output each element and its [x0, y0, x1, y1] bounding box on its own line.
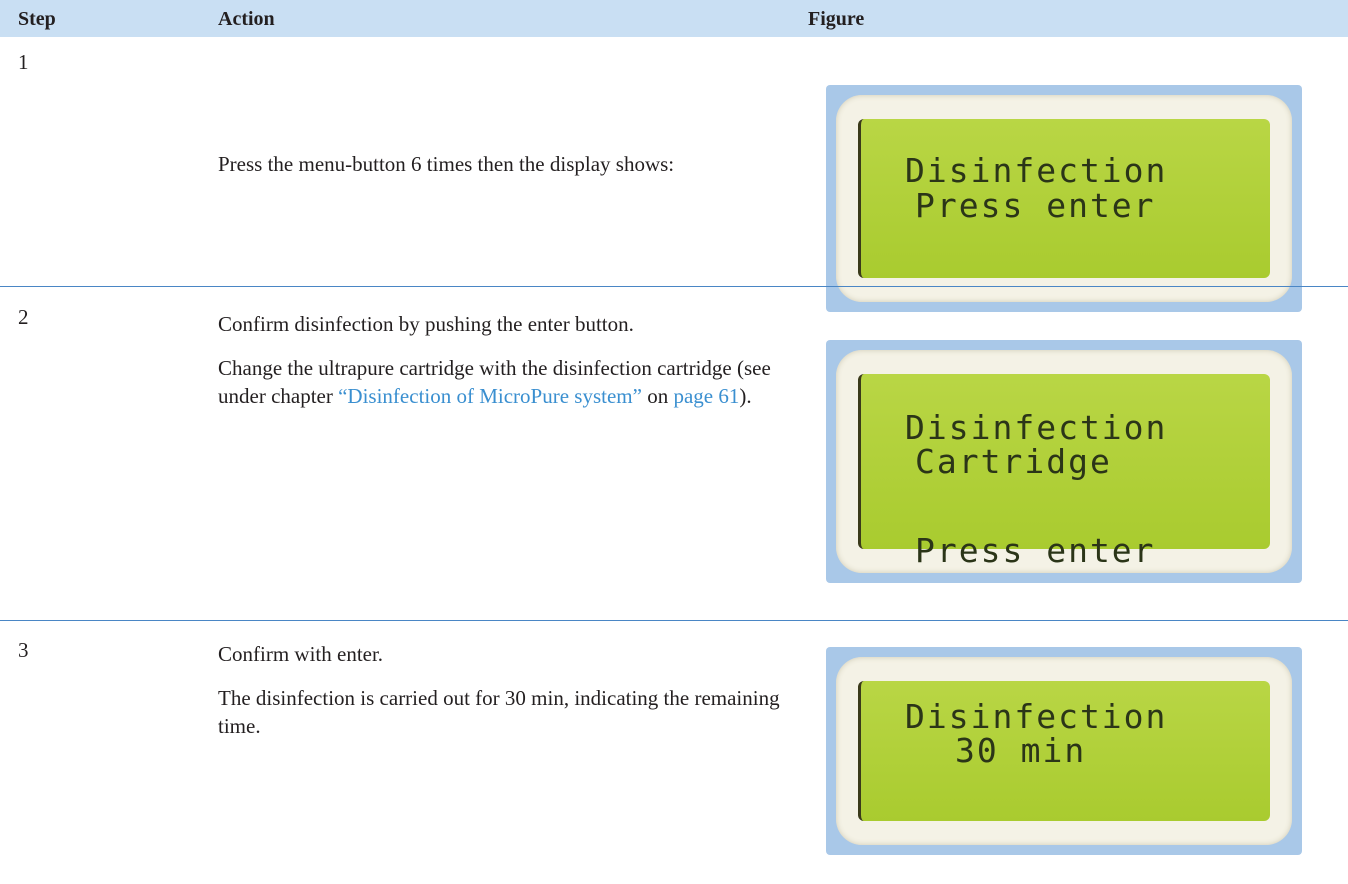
lcd-text: 30 min: [955, 731, 1087, 770]
action-paragraph: Confirm disinfection by pushing the ente…: [218, 310, 798, 338]
display-frame: Disinfection Cartridge Press enter: [836, 350, 1292, 573]
table-header: Step Action Figure: [0, 0, 1348, 37]
row-separator: [0, 286, 1348, 287]
column-header: Figure: [808, 8, 865, 30]
lcd-screen: Disinfection Press enter: [858, 119, 1270, 278]
text: ).: [739, 384, 752, 408]
display-figure: Disinfection Press enter: [826, 85, 1302, 312]
action-paragraph: The disinfection is carried out for 30 m…: [218, 684, 798, 740]
action-text: Confirm disinfection by pushing the ente…: [218, 310, 798, 426]
lcd-text: Disinfection: [905, 697, 1168, 736]
lcd-text: Press enter: [915, 531, 1156, 570]
lcd-text: Press enter: [915, 186, 1156, 225]
action-paragraph: Press the menu-button 6 times then the d…: [218, 150, 798, 178]
cross-reference-link[interactable]: page 61: [673, 384, 740, 408]
display-frame: Disinfection 30 min: [836, 657, 1292, 845]
display-frame: Disinfection Press enter: [836, 95, 1292, 302]
column-header: Step: [18, 8, 56, 30]
lcd-text: Cartridge: [915, 442, 1112, 481]
step-number: 1: [18, 50, 29, 74]
lcd-text: Disinfection: [905, 151, 1168, 190]
text: on: [641, 384, 674, 408]
text: Change the ultrapure cartridge with the …: [218, 356, 771, 408]
step-number: 2: [18, 305, 29, 329]
action-text: Confirm with enter. The disinfection is c…: [218, 640, 798, 756]
action-text: Press the menu-button 6 times then the d…: [218, 150, 798, 194]
text: The disinfection is carried out for 30 m…: [218, 686, 780, 738]
lcd-screen: Disinfection Cartridge Press enter: [858, 374, 1270, 570]
display-figure: Disinfection Cartridge Press enter: [826, 340, 1302, 583]
text: Confirm with enter.: [218, 642, 384, 666]
row-separator: [0, 620, 1348, 621]
lcd-screen: Disinfection 30 min: [858, 681, 1270, 821]
text: Confirm disinfection by pushing the ente…: [218, 312, 634, 336]
step-number: 3: [18, 638, 29, 662]
display-figure: Disinfection 30 min: [826, 647, 1302, 855]
action-paragraph: Confirm with enter.: [218, 640, 798, 668]
column-header: Action: [218, 8, 275, 30]
text: Press the menu-button 6 times then the d…: [218, 152, 675, 176]
cross-reference-link[interactable]: “Disinfection of MicroPure system”: [338, 384, 642, 408]
action-paragraph: Change the ultrapure cartridge with the …: [218, 354, 798, 410]
lcd-text: Disinfection: [905, 408, 1168, 447]
